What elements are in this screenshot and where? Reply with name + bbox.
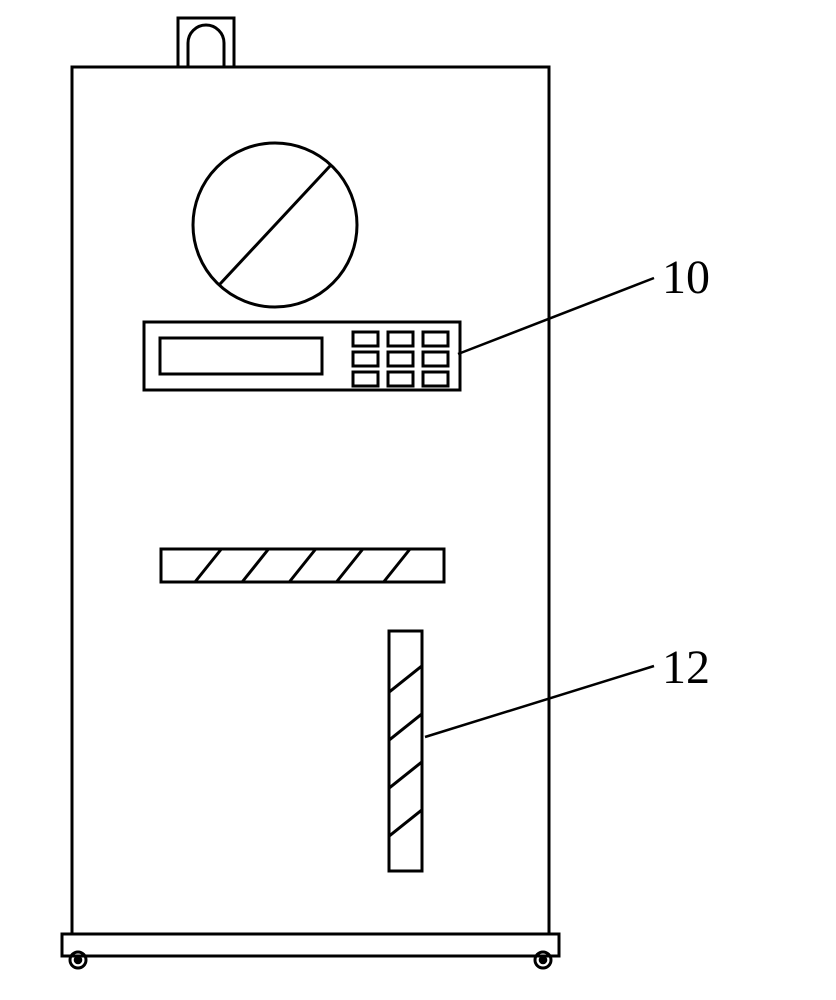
keypad-button [353, 352, 378, 366]
keypad-button [353, 372, 378, 386]
keypad-button [388, 372, 413, 386]
main-body [72, 67, 549, 934]
caster-hub [75, 957, 81, 963]
keypad-button [388, 332, 413, 346]
horizontal-slot-hatch [336, 549, 362, 582]
horizontal-slot-hatch [289, 549, 315, 582]
keypad-button [353, 332, 378, 346]
horizontal-slot-hatch [195, 549, 221, 582]
callout-label-12: 12 [662, 640, 710, 695]
keypad-button [423, 332, 448, 346]
base-plate [62, 934, 559, 956]
display-screen [160, 338, 322, 374]
callout-line-12 [425, 666, 654, 737]
horizontal-slot-hatch [242, 549, 268, 582]
vertical-slot [389, 631, 422, 871]
keypad-button [388, 352, 413, 366]
top-tab-inner [188, 25, 224, 67]
horizontal-slot-hatch [384, 549, 410, 582]
vertical-slot-hatch [389, 762, 422, 788]
keypad-button [423, 352, 448, 366]
vertical-slot-hatch [389, 714, 422, 740]
callout-line-10 [458, 278, 654, 354]
callout-label-10: 10 [662, 250, 710, 305]
gauge-needle [219, 165, 331, 285]
caster-hub [540, 957, 546, 963]
vertical-slot-hatch [389, 666, 422, 692]
vertical-slot-hatch [389, 810, 422, 836]
keypad-button [423, 372, 448, 386]
diagram-canvas [0, 0, 836, 1000]
